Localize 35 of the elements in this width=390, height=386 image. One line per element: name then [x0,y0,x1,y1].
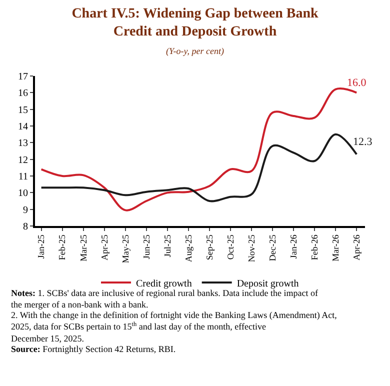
annotation: 12.3 [353,136,373,148]
x-tick-label: Apr-26 [352,234,362,260]
x-tick-label: Aug-25 [183,234,194,262]
x-tick-label: Feb-26 [309,234,320,260]
x-tick-label: Mar-26 [330,234,340,262]
y-tick-label: 17 [18,72,28,82]
x-tick-label: Jan-26 [288,234,298,259]
x-tick-label: Dec-25 [267,234,278,262]
y-tick-label: 11 [18,172,28,182]
x-tick-label: Mar-25 [78,234,88,262]
y-tick-label: 12 [18,154,28,166]
text: Notes: 1. SCBs' data are inclusive of regional rural banks. Data include the impact of the merger of a non-bank with a bank. [11,288,318,310]
y-tick-label: 10 [18,188,28,200]
x-tick-label: Apr-25 [99,234,110,260]
source-note: Source: Fortnightly Section 42 Returns, RBI. [11,344,176,354]
y-tick-label: 14 [18,122,28,132]
y-tick-label: 15 [18,104,28,116]
x-tick-label: Nov-25 [246,234,256,262]
x-tick-label: Jun-25 [141,234,152,260]
annotation: 16.0 [347,77,367,89]
y-tick-label: 8 [23,222,28,232]
x-tick-label: Jan-25 [36,234,46,259]
x-tick-label: Oct-25 [225,234,236,260]
legend-label: Deposit growth [236,278,299,290]
y-tick-label: 16 [18,88,28,100]
y-tick-label: 9 [23,204,28,216]
x-tick-label: May-25 [120,234,130,264]
x-tick-label: Feb-25 [57,234,68,260]
chart-subtitle: (Y-o-y, per cent) [166,46,224,56]
x-tick-label: Jul-25 [162,234,172,258]
text: 2. With the change in the definition of fortnight vide the Banking Laws (Amendment) Act, 2025, data for SCBs pertain to 15$^{th}$ and last day of the month, effective December 15, 2025. [11,310,337,344]
chart-title: Chart IV.5: Widening Gap between Bank Credit and Deposit Growth [72,6,319,40]
x-tick-label: Sep-25 [204,234,214,260]
y-tick-label: 13 [18,138,28,150]
legend-label: Credit growth [136,278,192,290]
